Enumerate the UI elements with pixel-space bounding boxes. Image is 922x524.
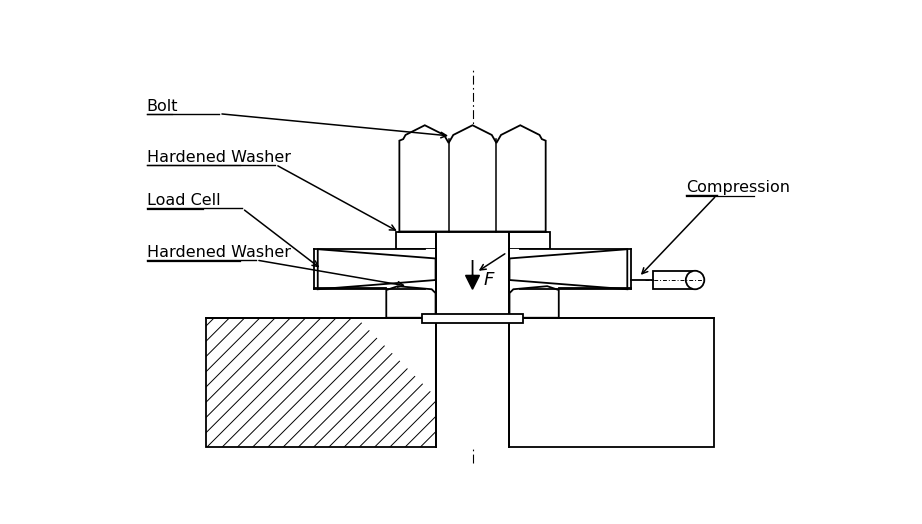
Bar [313,249,632,289]
Text: F: F [483,271,493,289]
Bar [435,232,510,447]
Text: Load Cell: Load Cell [147,193,220,209]
Polygon shape [399,125,546,232]
Text: Hardened Washer: Hardened Washer [147,149,290,165]
Bar [399,139,546,232]
Bar [421,314,524,323]
Text: Hardened Washer: Hardened Washer [147,245,290,260]
Text: Bolt: Bolt [147,99,178,114]
Bar [435,230,510,447]
Circle shape [686,271,704,289]
Bar [653,271,695,289]
FancyArrow shape [466,260,479,289]
Text: Compression: Compression [686,180,790,195]
